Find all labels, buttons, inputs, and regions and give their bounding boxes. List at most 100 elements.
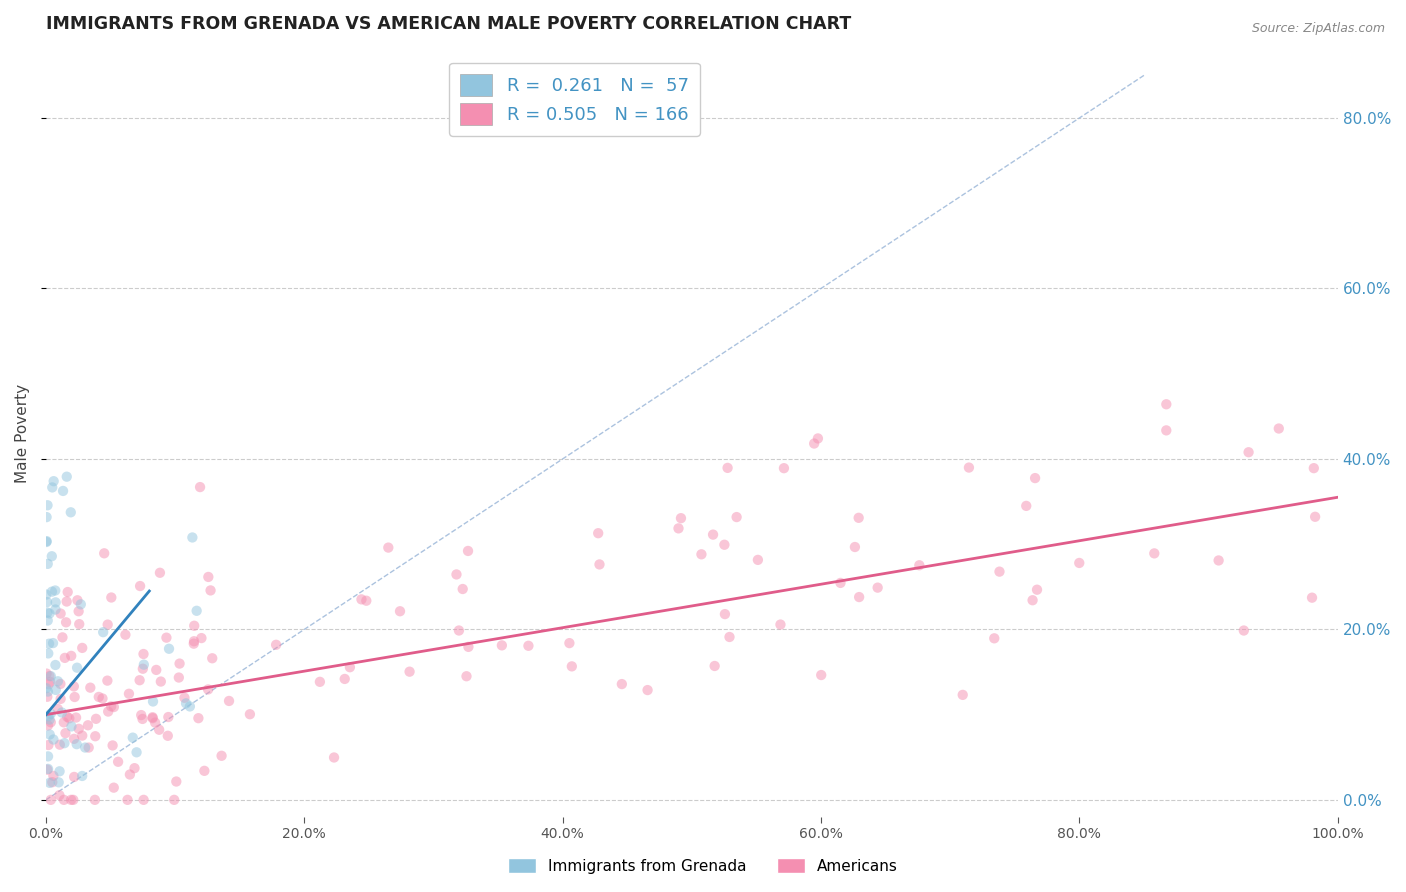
Point xyxy=(457,544,479,558)
Point xyxy=(41,549,63,564)
Point xyxy=(211,748,233,763)
Point xyxy=(747,553,769,567)
Point xyxy=(51,631,73,645)
Point xyxy=(561,659,583,673)
Point xyxy=(447,624,470,638)
Point xyxy=(70,640,93,655)
Point xyxy=(97,617,120,632)
Point xyxy=(148,723,170,737)
Point xyxy=(37,762,59,776)
Point xyxy=(451,582,474,596)
Point xyxy=(588,558,610,572)
Point xyxy=(45,595,67,609)
Point xyxy=(201,651,224,665)
Point xyxy=(165,774,187,789)
Point xyxy=(179,699,201,714)
Point xyxy=(132,793,155,807)
Point xyxy=(38,637,60,651)
Point xyxy=(156,729,179,743)
Point xyxy=(132,647,155,661)
Point xyxy=(132,657,155,672)
Point xyxy=(66,661,89,675)
Point xyxy=(38,607,60,621)
Point xyxy=(669,511,692,525)
Point xyxy=(377,541,399,555)
Point xyxy=(37,709,59,723)
Point xyxy=(844,540,866,554)
Point xyxy=(121,731,143,745)
Point xyxy=(866,581,889,595)
Point xyxy=(63,770,86,784)
Point xyxy=(63,680,86,694)
Point xyxy=(35,534,58,549)
Point xyxy=(142,710,165,724)
Point xyxy=(60,719,83,733)
Point xyxy=(333,672,356,686)
Point xyxy=(193,764,215,778)
Point xyxy=(100,699,122,714)
Point xyxy=(37,763,59,777)
Legend: Immigrants from Grenada, Americans: Immigrants from Grenada, Americans xyxy=(502,852,904,880)
Point xyxy=(586,526,609,541)
Point xyxy=(117,793,139,807)
Point xyxy=(718,630,741,644)
Point xyxy=(46,674,69,689)
Point xyxy=(79,681,101,695)
Point xyxy=(218,694,240,708)
Point xyxy=(155,631,177,645)
Point xyxy=(55,469,77,483)
Point xyxy=(51,706,73,720)
Point xyxy=(149,674,172,689)
Point xyxy=(1015,499,1038,513)
Point xyxy=(129,579,152,593)
Point xyxy=(37,738,59,752)
Point xyxy=(44,658,66,673)
Point xyxy=(957,460,980,475)
Point xyxy=(350,592,373,607)
Point xyxy=(100,591,122,605)
Point xyxy=(37,690,59,704)
Point xyxy=(42,732,65,747)
Point xyxy=(1156,423,1178,437)
Point xyxy=(181,531,204,545)
Point xyxy=(188,480,211,494)
Point xyxy=(35,588,58,602)
Point xyxy=(41,775,63,789)
Point xyxy=(200,583,222,598)
Point xyxy=(103,700,125,714)
Point xyxy=(35,681,58,696)
Point xyxy=(356,593,378,607)
Point xyxy=(55,726,77,740)
Point xyxy=(97,705,120,719)
Point xyxy=(124,761,146,775)
Point xyxy=(55,615,77,630)
Point xyxy=(713,538,735,552)
Point xyxy=(610,677,633,691)
Point xyxy=(48,788,70,802)
Point xyxy=(908,558,931,573)
Point xyxy=(197,570,219,584)
Point xyxy=(101,739,124,753)
Point xyxy=(118,687,141,701)
Point xyxy=(42,474,65,488)
Point xyxy=(55,594,77,608)
Point xyxy=(714,607,737,621)
Point xyxy=(63,690,86,704)
Point xyxy=(803,436,825,450)
Point xyxy=(70,769,93,783)
Point xyxy=(84,712,107,726)
Point xyxy=(46,702,69,716)
Point xyxy=(517,639,540,653)
Point xyxy=(65,710,87,724)
Point xyxy=(668,521,690,535)
Point xyxy=(39,715,62,730)
Point xyxy=(703,659,725,673)
Point xyxy=(37,749,59,764)
Point xyxy=(69,597,91,611)
Point xyxy=(53,651,76,665)
Point xyxy=(67,722,90,736)
Point xyxy=(52,715,75,730)
Point xyxy=(35,666,58,681)
Point xyxy=(1302,461,1324,475)
Point xyxy=(309,674,332,689)
